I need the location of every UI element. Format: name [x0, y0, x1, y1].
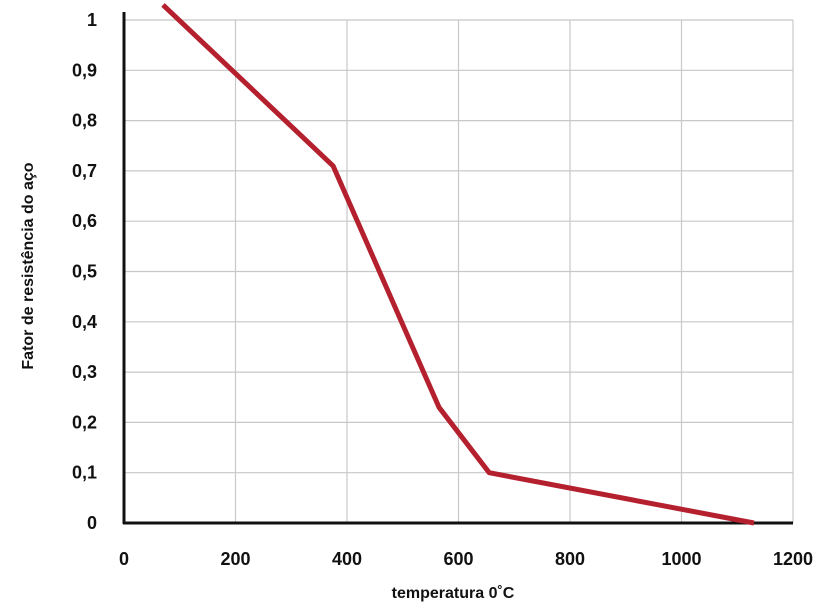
y-tick-label: 0 [87, 513, 97, 533]
x-tick-label: 600 [443, 549, 473, 569]
y-tick-label: 0,9 [72, 60, 97, 80]
x-tick-labels: 0 200 400 600 800 1000 1200 [119, 549, 813, 569]
y-tick-label: 0,1 [72, 463, 97, 483]
y-tick-label: 0,8 [72, 111, 97, 131]
grid [124, 19, 794, 523]
x-tick-label: 1200 [773, 549, 813, 569]
x-tick-label: 0 [119, 549, 129, 569]
series-line [161, 3, 755, 526]
x-axis-title: temperatura 0˚C [392, 585, 515, 602]
series-layer [161, 3, 755, 526]
y-tick-label: 0,3 [72, 362, 97, 382]
y-tick-label: 0,2 [72, 412, 97, 432]
y-tick-labels: 0 0,1 0,2 0,3 0,4 0,5 0,6 0,7 0,8 0,9 1 [72, 10, 97, 533]
x-tick-label: 400 [332, 549, 362, 569]
x-tick-label: 800 [555, 549, 585, 569]
y-axis-title: Fator de resistência do aço [20, 162, 37, 369]
y-tick-label: 0,5 [72, 262, 97, 282]
y-tick-label: 1 [87, 10, 97, 30]
y-tick-label: 0,6 [72, 211, 97, 231]
axes [122, 12, 793, 525]
y-tick-label: 0,4 [72, 312, 97, 332]
x-tick-label: 200 [220, 549, 250, 569]
y-tick-label: 0,7 [72, 161, 97, 181]
x-tick-label: 1000 [661, 549, 701, 569]
